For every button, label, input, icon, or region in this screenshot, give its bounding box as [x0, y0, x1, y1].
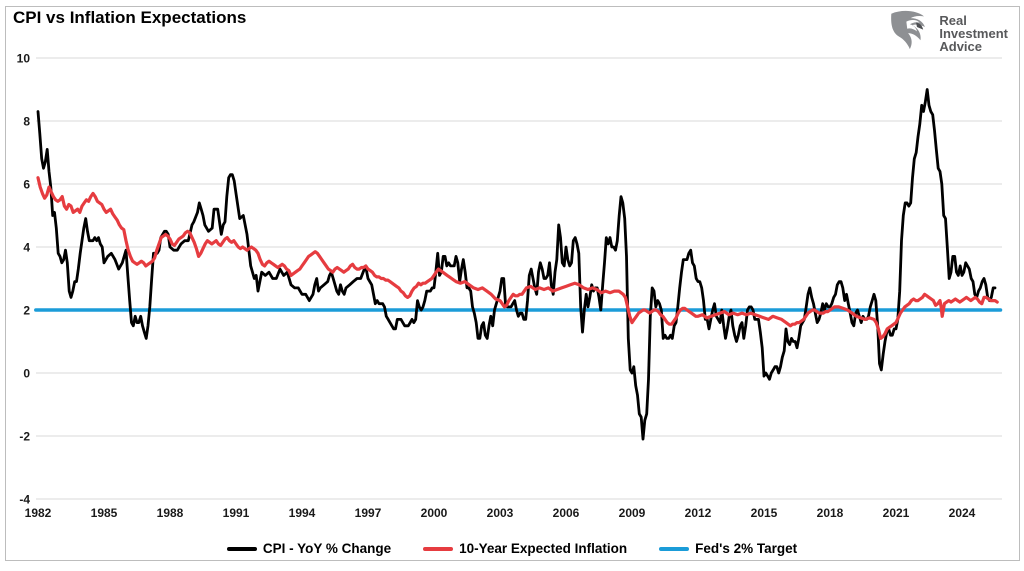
x-tick-label: 2009: [619, 506, 646, 520]
x-tick-label: 2003: [487, 506, 514, 520]
brand-logo: Real Investment Advice: [886, 9, 1008, 57]
legend-item-cpi: CPI - YoY % Change: [226, 541, 392, 556]
x-tick-label: 2006: [553, 506, 580, 520]
brand-word-2: Investment: [939, 25, 1008, 41]
expected-inflation-line-swatch: [423, 546, 454, 551]
figure-border: [5, 6, 1020, 561]
legend-item-expected-inflation: 10-Year Expected Inflation: [423, 541, 627, 556]
legend-label-fed-target: Fed's 2% Target: [695, 541, 798, 556]
x-tick-label: 2024: [949, 506, 976, 520]
eagle-logo-icon: [886, 9, 932, 57]
x-tick-label: 1997: [355, 506, 382, 520]
brand-word-3: Advice: [939, 38, 982, 54]
y-tick-label: 8: [23, 115, 30, 129]
cpi-yoy-line: [36, 88, 997, 441]
brand-word-1: Real: [939, 12, 967, 28]
page-title: CPI vs Inflation Expectations: [13, 8, 247, 27]
x-tick-label: 2018: [817, 506, 844, 520]
y-tick-label: 10: [17, 52, 31, 66]
brand-logo-text: Real Investment Advice: [939, 14, 1008, 53]
x-tick-label: 1985: [91, 506, 118, 520]
x-tick-label: 1991: [223, 506, 250, 520]
cpi-line-swatch: [226, 546, 257, 551]
x-tick-label: 1988: [157, 506, 184, 520]
fed-target-line-swatch: [659, 546, 690, 551]
y-tick-label: 2: [23, 304, 30, 318]
x-tick-label: 2015: [751, 506, 778, 520]
x-tick-label: 2000: [421, 506, 448, 520]
y-tick-label: 6: [23, 178, 30, 192]
y-tick-label: 0: [23, 367, 30, 381]
y-tick-label: -4: [19, 493, 30, 507]
x-tick-label: 1994: [289, 506, 316, 520]
x-tick-label: 2021: [883, 506, 910, 520]
legend-item-fed-target: Fed's 2% Target: [659, 541, 797, 556]
y-tick-label: -2: [19, 430, 30, 444]
legend: CPI - YoY % Change 10-Year Expected Infl…: [0, 541, 1024, 556]
x-tick-label: 2012: [685, 506, 712, 520]
x-tick-label: 1982: [25, 506, 52, 520]
legend-label-cpi: CPI - YoY % Change: [262, 541, 392, 556]
expected-inflation-line: [36, 176, 999, 340]
legend-label-expected-inflation: 10-Year Expected Inflation: [459, 541, 628, 556]
y-tick-label: 4: [23, 241, 30, 255]
